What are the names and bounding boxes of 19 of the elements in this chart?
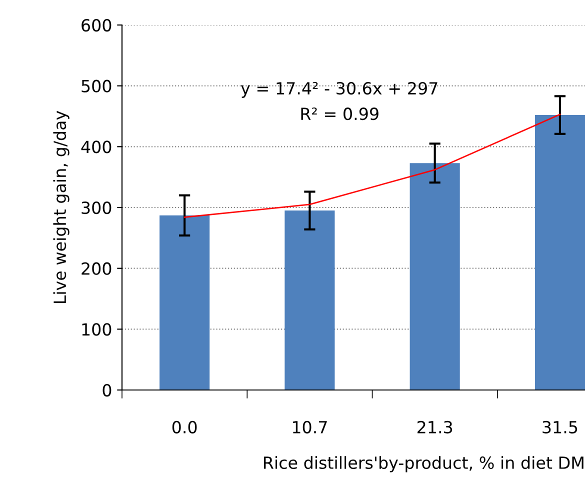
bar bbox=[534, 115, 585, 390]
x-tick-label: 0.0 bbox=[172, 420, 197, 434]
annotation: R² = 0.99 bbox=[301, 108, 378, 120]
x-tick-label: 10.7 bbox=[292, 420, 327, 434]
y-tick-label: 600 bbox=[82, 18, 112, 32]
x-axis-title: Rice distillers'by-product, % in diet DM bbox=[264, 456, 584, 472]
y-tick-label: 500 bbox=[82, 80, 112, 92]
y-tick-label: 100 bbox=[82, 323, 112, 336]
bar bbox=[284, 210, 335, 390]
y-tick-label: 0 bbox=[102, 384, 112, 397]
y-tick-label: 300 bbox=[82, 201, 112, 214]
y-tick-label: 200 bbox=[82, 262, 112, 275]
bar bbox=[410, 163, 460, 390]
bar bbox=[160, 215, 210, 390]
x-tick-label: 31.5 bbox=[542, 420, 578, 434]
annotation: y = 17.4² - 30.6x + 297 bbox=[241, 82, 438, 98]
x-tick-label: 21.3 bbox=[418, 420, 452, 434]
y-axis-title: Live weight gain, g/day bbox=[53, 110, 70, 303]
y-tick-label: 400 bbox=[81, 140, 112, 154]
